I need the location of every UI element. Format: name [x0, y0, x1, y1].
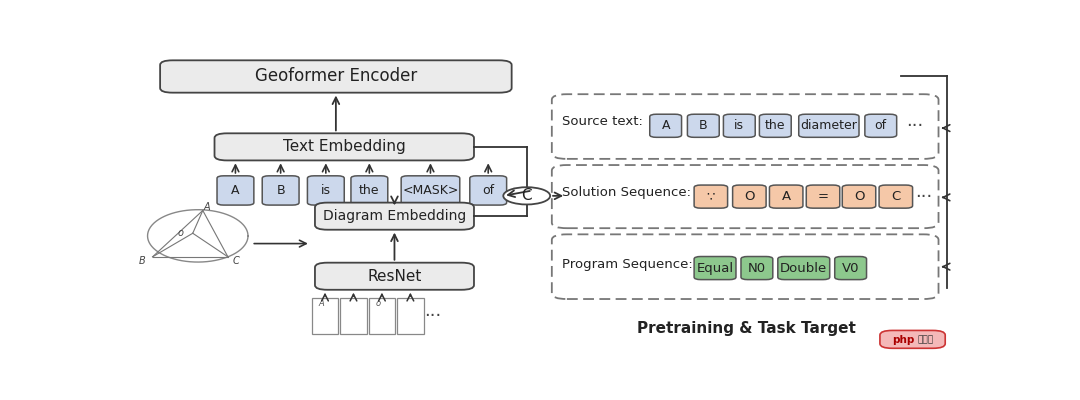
FancyBboxPatch shape [397, 298, 423, 334]
FancyBboxPatch shape [865, 114, 896, 137]
FancyBboxPatch shape [769, 185, 802, 208]
FancyBboxPatch shape [694, 185, 728, 208]
FancyBboxPatch shape [160, 60, 512, 93]
Text: <MASK>: <MASK> [402, 184, 459, 197]
Text: is: is [734, 119, 744, 132]
Text: ···: ··· [424, 307, 442, 325]
FancyBboxPatch shape [842, 185, 876, 208]
Text: Diagram Embedding: Diagram Embedding [323, 209, 467, 223]
Text: diameter: diameter [800, 119, 858, 132]
FancyBboxPatch shape [401, 176, 460, 205]
Text: Solution Sequence:: Solution Sequence: [562, 186, 691, 199]
Text: =: = [818, 190, 828, 203]
FancyBboxPatch shape [308, 176, 345, 205]
Text: 中文网: 中文网 [917, 336, 933, 344]
FancyBboxPatch shape [835, 256, 866, 280]
Text: Geoformer Encoder: Geoformer Encoder [255, 68, 417, 86]
Text: C: C [233, 256, 240, 266]
Text: of: of [875, 119, 887, 132]
Text: B: B [139, 256, 146, 266]
FancyBboxPatch shape [741, 256, 773, 280]
Text: the: the [360, 184, 379, 197]
Text: is: is [321, 184, 330, 197]
Text: Pretraining & Task Target: Pretraining & Task Target [636, 321, 855, 336]
Text: A: A [231, 184, 240, 197]
FancyBboxPatch shape [470, 176, 507, 205]
Text: ResNet: ResNet [367, 269, 421, 284]
Text: of: of [482, 184, 495, 197]
FancyBboxPatch shape [879, 185, 913, 208]
FancyBboxPatch shape [759, 114, 792, 137]
FancyBboxPatch shape [315, 263, 474, 290]
Text: ···: ··· [906, 117, 923, 135]
FancyBboxPatch shape [312, 298, 338, 334]
FancyBboxPatch shape [340, 298, 367, 334]
Text: o: o [375, 300, 380, 308]
Text: Text Embedding: Text Embedding [283, 139, 406, 154]
Text: Double: Double [780, 262, 827, 274]
Text: O: O [744, 190, 755, 203]
Text: V0: V0 [842, 262, 860, 274]
Text: php: php [892, 335, 914, 345]
FancyBboxPatch shape [650, 114, 681, 137]
Text: O: O [854, 190, 864, 203]
FancyBboxPatch shape [262, 176, 299, 205]
FancyBboxPatch shape [880, 330, 945, 348]
Text: Source text:: Source text: [562, 116, 643, 128]
FancyBboxPatch shape [778, 256, 829, 280]
FancyBboxPatch shape [732, 185, 766, 208]
FancyBboxPatch shape [694, 256, 735, 280]
Text: Program Sequence:: Program Sequence: [562, 258, 692, 271]
FancyBboxPatch shape [315, 203, 474, 230]
Text: N0: N0 [747, 262, 766, 274]
Text: A: A [204, 202, 211, 212]
FancyBboxPatch shape [799, 114, 859, 137]
Text: B: B [276, 184, 285, 197]
FancyBboxPatch shape [368, 298, 395, 334]
Text: Equal: Equal [697, 262, 733, 274]
Text: A: A [661, 119, 670, 132]
FancyBboxPatch shape [724, 114, 755, 137]
Text: B: B [699, 119, 707, 132]
Text: ∵: ∵ [706, 190, 715, 203]
Text: C: C [522, 188, 532, 203]
FancyBboxPatch shape [807, 185, 840, 208]
FancyBboxPatch shape [217, 176, 254, 205]
FancyBboxPatch shape [351, 176, 388, 205]
Text: C: C [891, 190, 901, 203]
FancyBboxPatch shape [215, 133, 474, 160]
Text: o: o [177, 228, 184, 238]
Circle shape [503, 187, 550, 204]
Text: ···: ··· [511, 181, 529, 200]
Text: the: the [765, 119, 785, 132]
Text: ···: ··· [915, 188, 932, 206]
Text: A: A [319, 300, 324, 308]
FancyBboxPatch shape [688, 114, 719, 137]
Text: A: A [782, 190, 791, 203]
